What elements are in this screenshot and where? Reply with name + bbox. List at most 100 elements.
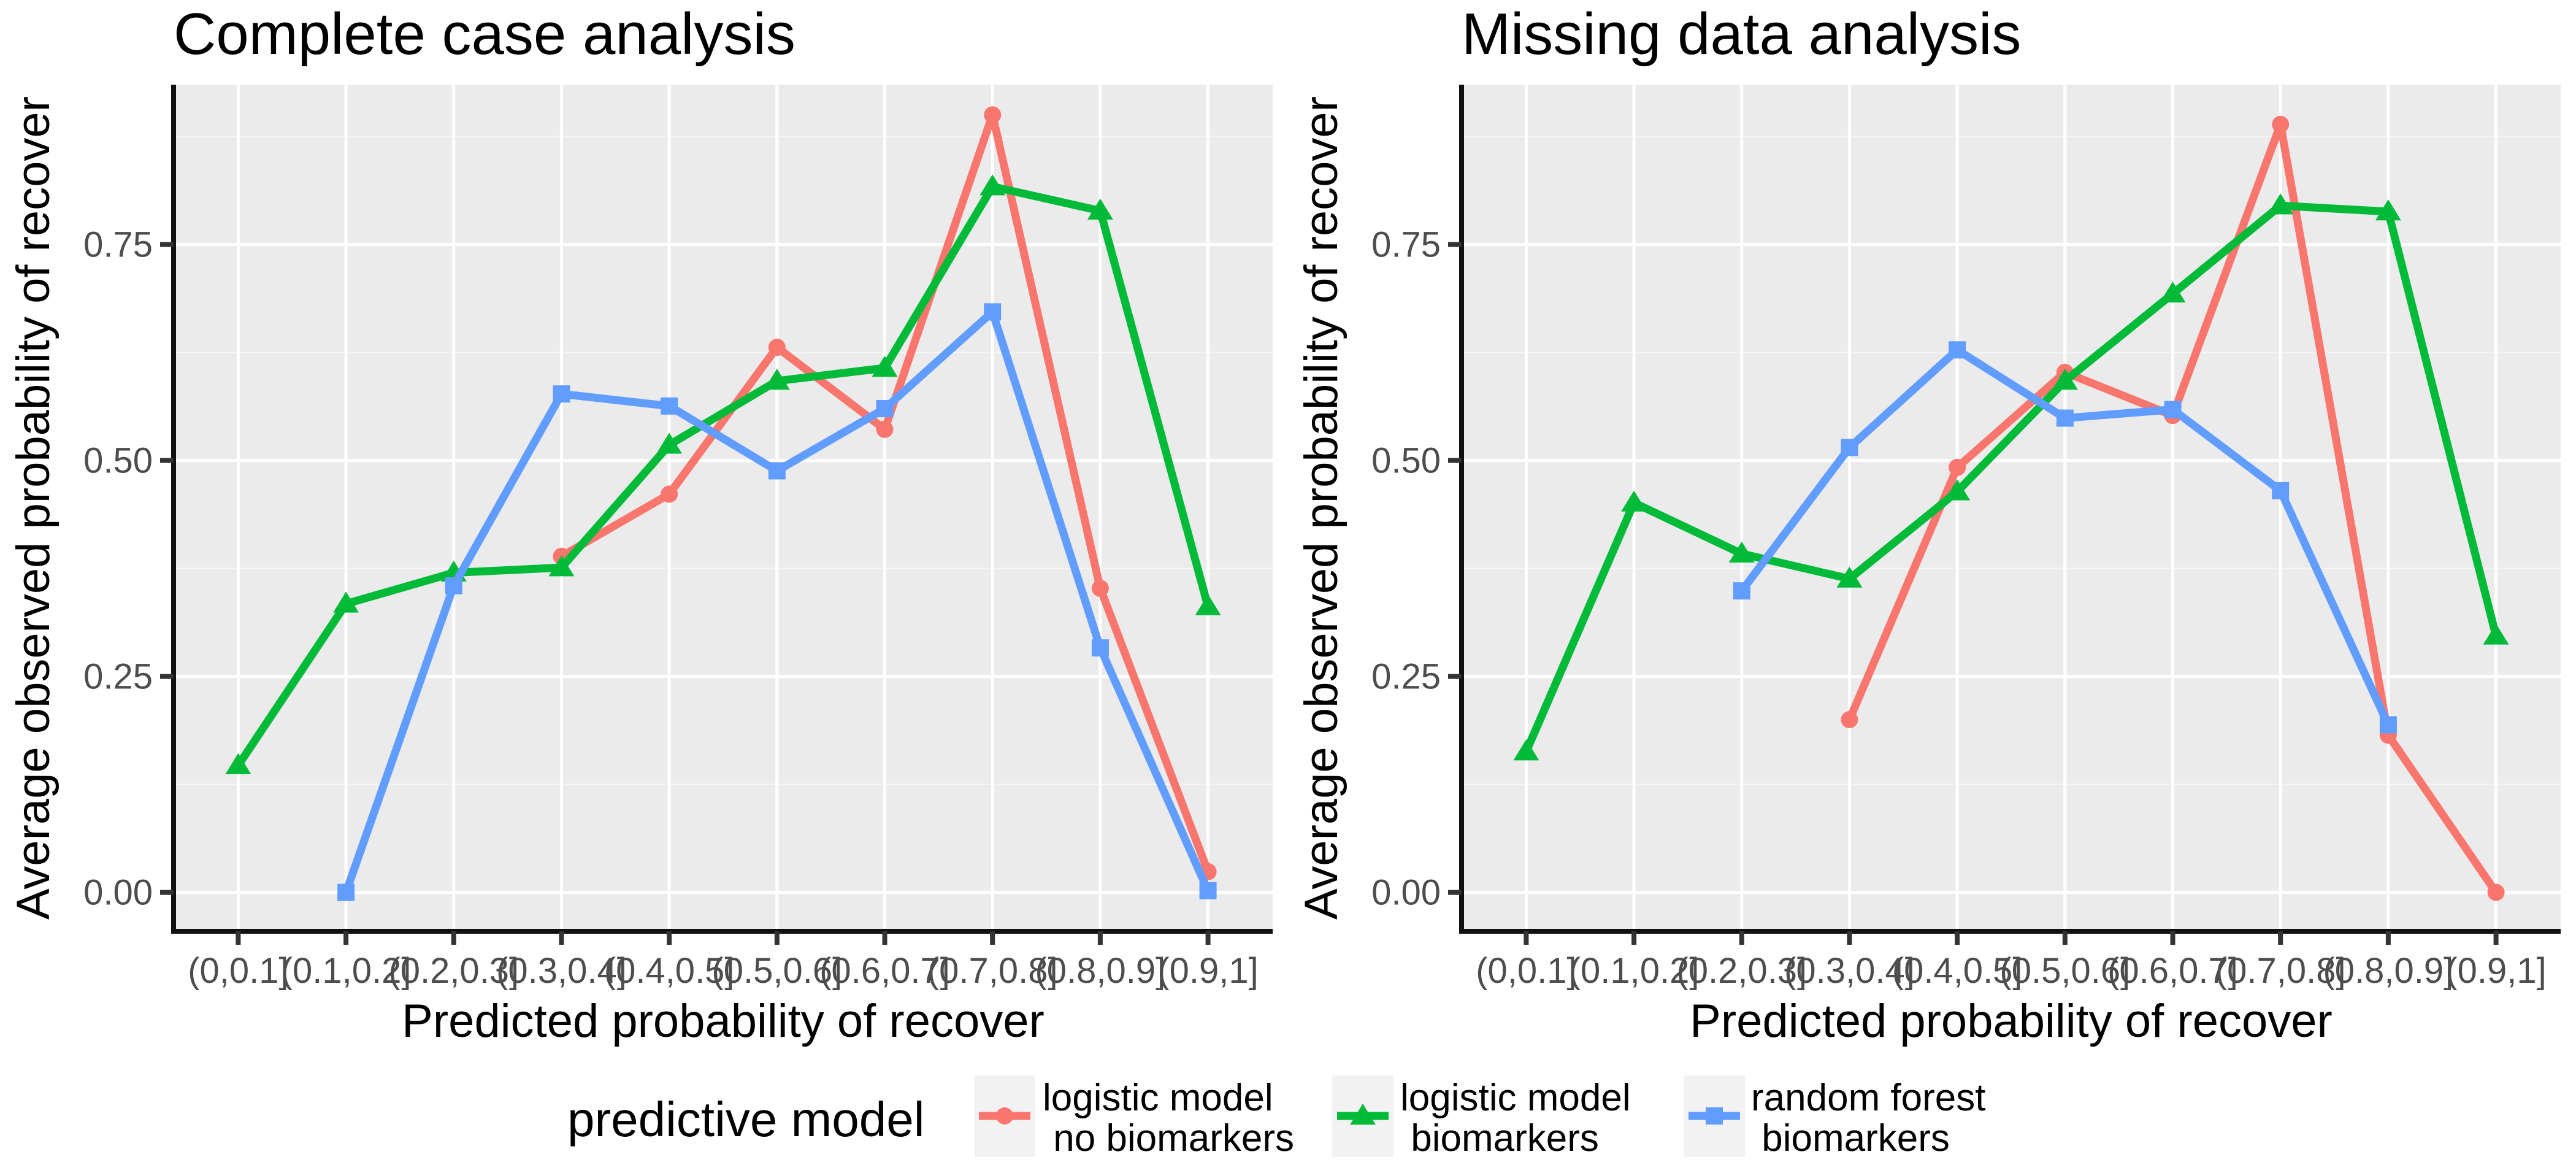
- legend: predictive model logistic model no biomar…: [567, 1075, 1986, 1160]
- data-point: [2379, 716, 2397, 734]
- x-tick-label: (0.5,0.6]: [1999, 951, 2130, 991]
- legend-item-3: random forest biomarkers: [1684, 1075, 1986, 1160]
- y-axis-title: Average observed probability of recover: [1295, 96, 1347, 920]
- data-point: [984, 303, 1002, 321]
- x-tick-label: (0,0.1]: [188, 951, 288, 991]
- series-line: [235, 182, 1212, 768]
- data-point: [445, 577, 462, 594]
- data-point: [333, 591, 359, 613]
- legend-label-line2: biomarkers: [1751, 1117, 1950, 1160]
- data-point: [2267, 193, 2294, 215]
- x-tick-label: (0.6,0.7]: [819, 951, 950, 991]
- data-point: [661, 485, 678, 503]
- data-point: [225, 753, 251, 774]
- x-axis-title: Predicted probability of recover: [402, 995, 1045, 1047]
- data-point: [876, 400, 894, 418]
- x-tick-label: (0.7,0.8]: [2215, 951, 2346, 991]
- x-tick-label: (0.6,0.7]: [2107, 951, 2238, 991]
- data-point: [984, 106, 1002, 124]
- data-point: [2052, 369, 2078, 390]
- legend-key-marker: [996, 1107, 1013, 1125]
- data-point: [1944, 479, 1971, 501]
- data-point: [2164, 401, 2182, 418]
- series-2: [1513, 193, 2509, 761]
- panel-missing-data: 0.00 0.25 0.50 0.75 (0,0.1](0.1,0.2](0.2,0.3…: [1295, 1, 2561, 1047]
- x-tick-label: (0.2,0.3]: [388, 951, 519, 991]
- legend-label-line1: random forest: [1751, 1077, 1986, 1119]
- legend-label-line1: logistic model: [1400, 1077, 1631, 1119]
- y-tick-label: 0.50: [83, 441, 153, 481]
- series-1: [553, 106, 1217, 880]
- data-point: [1091, 639, 1109, 657]
- data-point: [979, 174, 1006, 196]
- data-point: [1841, 711, 1858, 728]
- x-tick-label: (0.8,0.9]: [2323, 951, 2453, 991]
- data-point: [768, 339, 786, 356]
- data-point: [1091, 579, 1109, 597]
- x-tick-label: (0.1,0.2]: [1569, 951, 1700, 991]
- panel-complete-case: 0.00 0.25 0.50 0.75 (0,0.1](0.1,0.2](0.2,0.3…: [7, 1, 1273, 1047]
- data-point: [2483, 623, 2509, 645]
- data-point: [553, 385, 570, 403]
- x-tick-label: (0.9,1]: [2445, 951, 2546, 991]
- legend-label-line2: biomarkers: [1400, 1117, 1599, 1160]
- panel-title: Complete case analysis: [174, 1, 795, 67]
- series-3: [337, 303, 1217, 901]
- legend-title: predictive model: [567, 1092, 925, 1147]
- x-tick-label: (0.8,0.9]: [1035, 951, 1165, 991]
- data-point: [661, 397, 678, 415]
- data-point: [1199, 882, 1217, 899]
- y-tick-label: 0.25: [1371, 657, 1441, 697]
- legend-label: logistic model no biomarkers: [1043, 1077, 1294, 1160]
- legend-label-line1: logistic model: [1043, 1077, 1273, 1119]
- data-point: [2487, 883, 2505, 901]
- legend-key-marker: [1706, 1107, 1723, 1125]
- x-tick-label: (0.7,0.8]: [927, 951, 1058, 991]
- x-axis-title: Predicted probability of recover: [1690, 995, 2333, 1047]
- data-point: [2272, 482, 2290, 499]
- legend-item-1: logistic model no biomarkers: [974, 1075, 1294, 1160]
- x-tick-label: (0.4,0.5]: [1892, 951, 2023, 991]
- x-tick-label: (0.1,0.2]: [281, 951, 412, 991]
- data-point: [1621, 490, 1647, 512]
- legend-label: logistic model biomarkers: [1400, 1077, 1631, 1160]
- legend-key-marker: [1350, 1104, 1376, 1125]
- y-tick-label: 0.50: [1371, 441, 1441, 481]
- x-tick-label: (0.9,1]: [1157, 951, 1258, 991]
- data-point: [764, 369, 790, 390]
- data-point: [1513, 739, 1539, 761]
- legend-item-2: logistic model biomarkers: [1332, 1075, 1631, 1160]
- y-tick-label: 0.75: [1371, 225, 1441, 265]
- data-point: [872, 355, 898, 377]
- y-tick-label: 0.25: [83, 657, 153, 697]
- data-point: [548, 555, 575, 577]
- data-point: [1949, 458, 1966, 476]
- series-3: [1733, 341, 2397, 734]
- data-point: [768, 462, 786, 480]
- x-tick-label: (0.4,0.5]: [604, 951, 735, 991]
- panel-title: Missing data analysis: [1462, 1, 2021, 67]
- y-tick-label: 0.00: [83, 873, 153, 913]
- data-point: [656, 433, 683, 454]
- series-line: [1522, 201, 2500, 753]
- y-tick-label: 0.75: [83, 225, 153, 265]
- data-point: [2160, 281, 2186, 303]
- data-point: [1836, 566, 1863, 588]
- data-point: [1949, 341, 1966, 359]
- data-point: [876, 420, 894, 438]
- series-2: [225, 174, 1221, 774]
- data-point: [2272, 115, 2290, 133]
- y-tick-label: 0.00: [1371, 873, 1441, 913]
- legend-label: random forest biomarkers: [1751, 1077, 1986, 1160]
- plot-background: [174, 85, 1273, 931]
- data-point: [2056, 409, 2074, 427]
- x-tick-label: (0,0.1]: [1476, 951, 1576, 991]
- x-tick-label: (0.2,0.3]: [1676, 951, 1807, 991]
- data-point: [1733, 582, 1750, 600]
- legend-label-line2: no biomarkers: [1043, 1117, 1294, 1160]
- data-point: [2375, 199, 2401, 221]
- data-point: [1728, 541, 1755, 563]
- data-point: [337, 883, 355, 901]
- data-point: [1087, 198, 1113, 220]
- y-axis-title: Average observed probability of recover: [7, 96, 59, 920]
